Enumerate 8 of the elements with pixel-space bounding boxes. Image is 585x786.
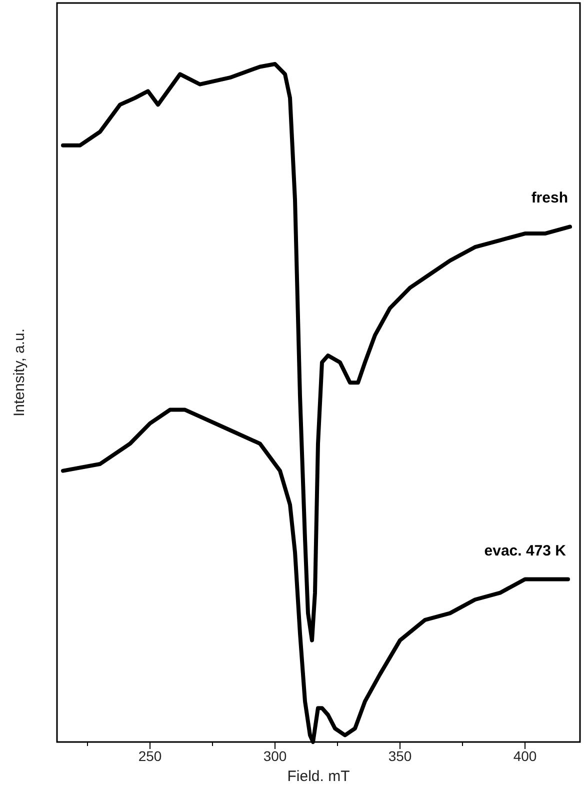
x-tick-label: 250 xyxy=(138,748,162,764)
series-label: fresh xyxy=(531,190,568,207)
x-tick-label: 350 xyxy=(388,748,412,764)
x-tick-label: 300 xyxy=(263,748,287,764)
y-axis-title: Intensity, a.u. xyxy=(11,328,28,417)
x-axis-title: Field. mT xyxy=(287,768,350,785)
x-tick-label: 400 xyxy=(513,748,537,764)
series-label: evac. 473 K xyxy=(484,542,566,560)
